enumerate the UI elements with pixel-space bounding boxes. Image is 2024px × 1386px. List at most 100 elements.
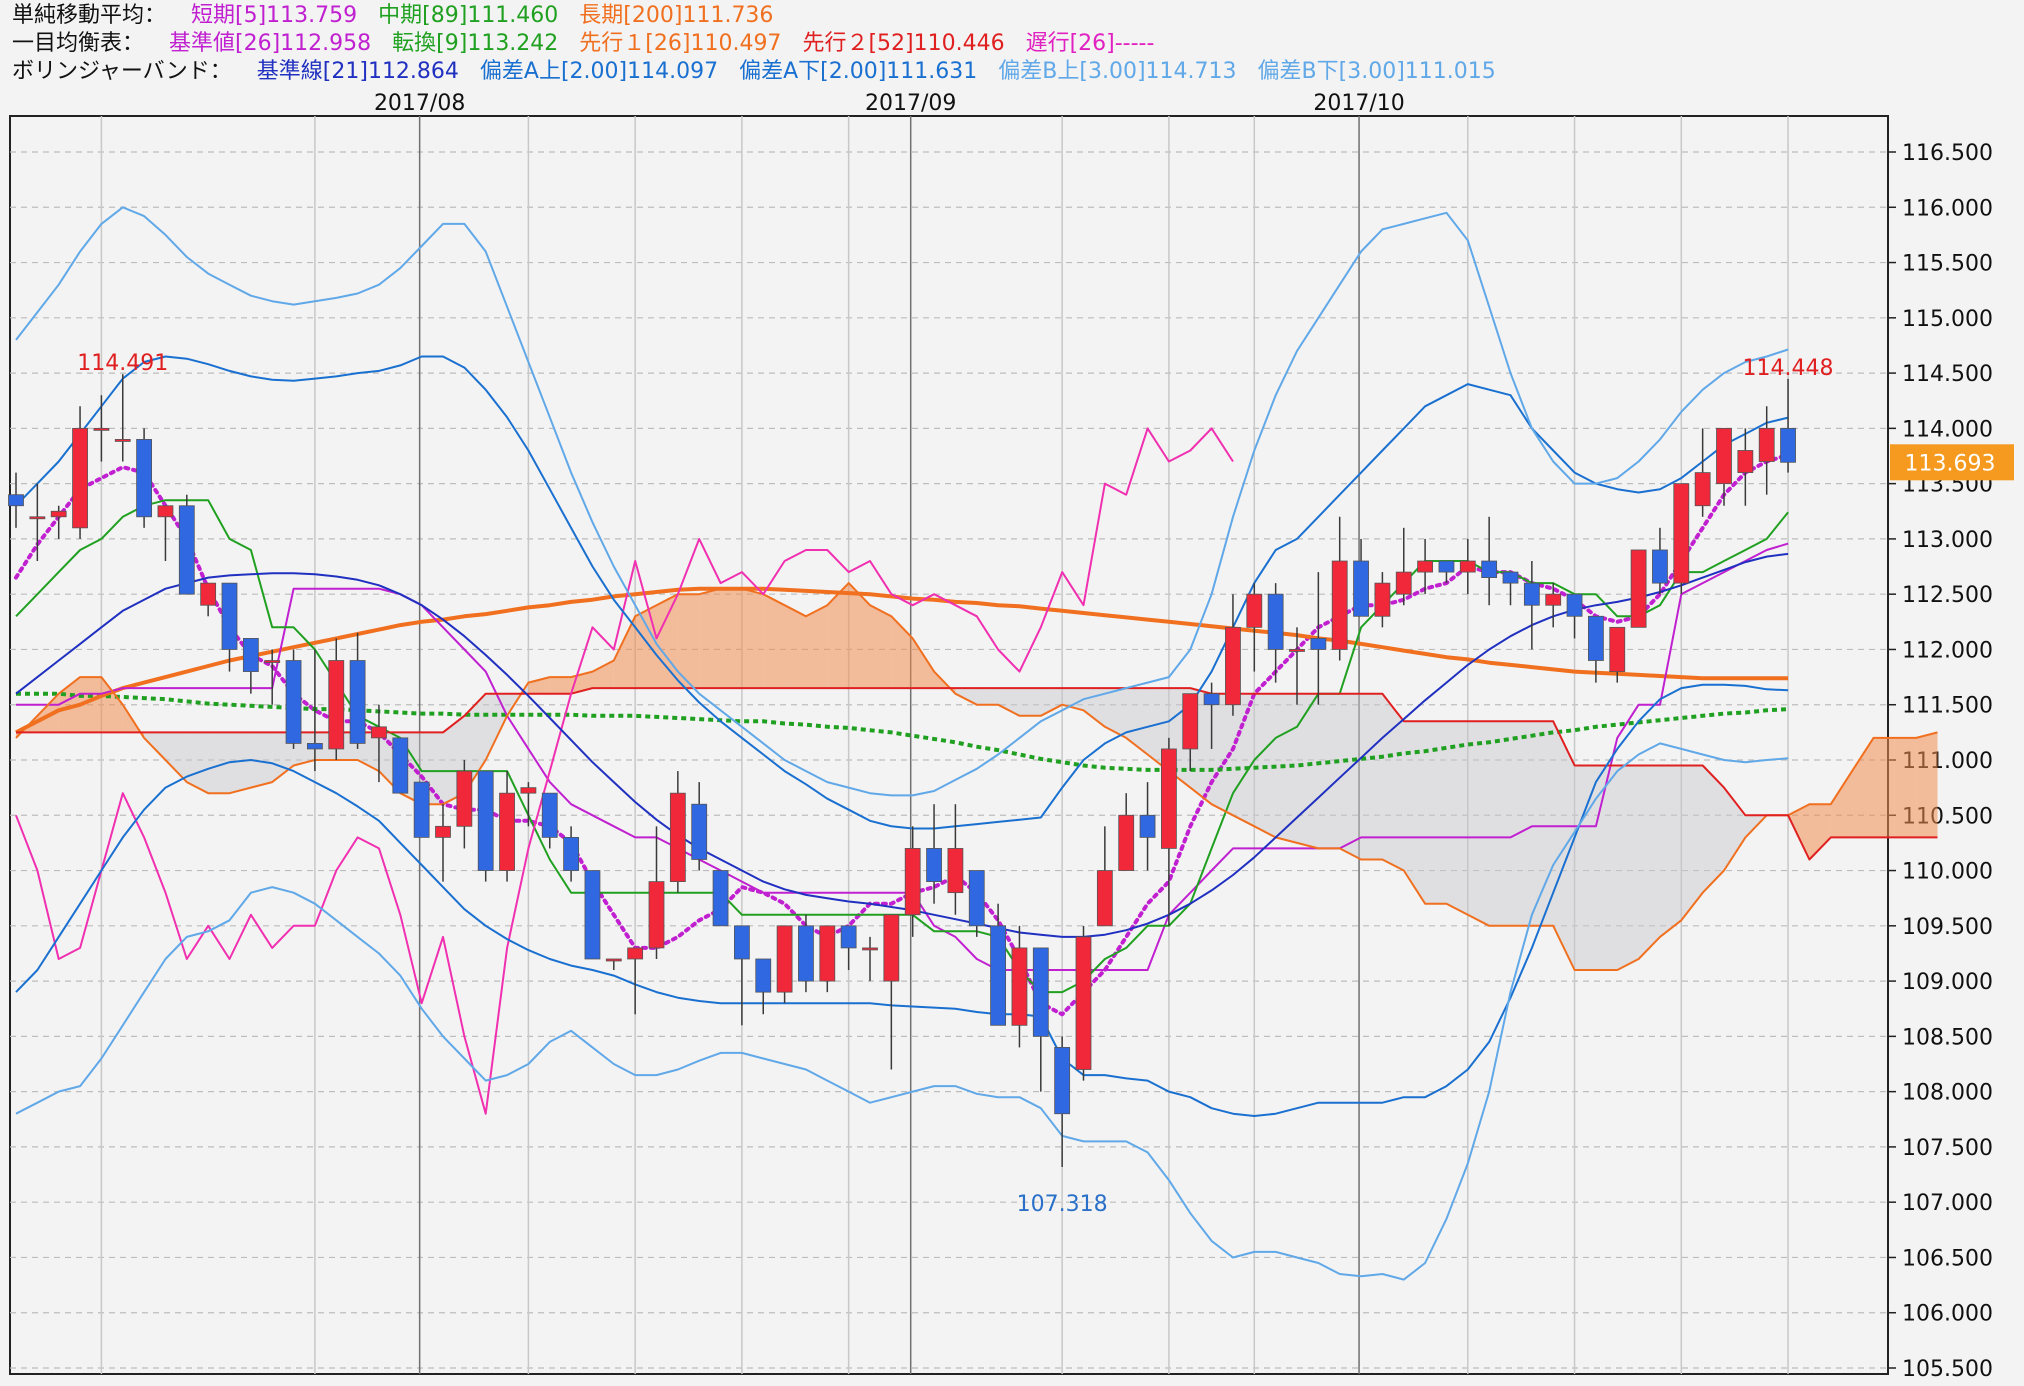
y-tick-label: 107.500 (1902, 1136, 1993, 1161)
candle-body (541, 792, 558, 838)
ichimoku-cloud-segment (1531, 721, 1554, 926)
candle-body (947, 848, 964, 894)
candle-body (413, 781, 430, 838)
ichimoku-cloud-segment (1040, 688, 1063, 716)
candle-body (157, 505, 174, 518)
candle-body (990, 925, 1006, 1026)
candle-body (605, 958, 622, 962)
candle-body (520, 787, 537, 794)
candle-body (1566, 593, 1583, 617)
candle-body (1161, 748, 1177, 849)
candle-body (1502, 571, 1519, 584)
bollinger-b-lower-legend: 偏差B下[3.00]111.015 (1257, 59, 1496, 84)
candle-body (584, 870, 601, 960)
ichimoku-legend-label: 一目均衡表： (12, 31, 145, 56)
candle-body (1331, 560, 1348, 650)
ichimoku-cloud-segment (250, 732, 273, 788)
series-line (15, 552, 1789, 938)
sma-long-legend: 長期[200]111.736 (579, 3, 774, 28)
ichimoku-cloud-segment (1297, 693, 1319, 849)
candle-body (1011, 947, 1028, 1026)
candle-body (1588, 615, 1604, 661)
series-line (15, 742, 1789, 1281)
ichimoku-cloud-segment (1830, 771, 1853, 838)
ichimoku-cloud-segment (1681, 765, 1703, 921)
month-label: 2017/09 (865, 91, 956, 116)
y-tick-label: 110.000 (1902, 860, 1993, 885)
candle-body (178, 505, 195, 595)
y-tick-label: 105.500 (1902, 1357, 1993, 1382)
candle-body (1737, 450, 1754, 473)
candle-body (499, 792, 515, 871)
series-line (15, 355, 1789, 830)
candle-body (1545, 593, 1562, 606)
candle-body (648, 881, 665, 949)
candle-body (477, 770, 494, 871)
ichimoku-cloud-segment (1873, 737, 1895, 838)
candle-body (1118, 814, 1135, 871)
ichimoku-legend-row: 一目均衡表： 基準値[26]112.958 転換[9]113.242 先行１[2… (12, 30, 1168, 58)
ichimoku-cloud-segment (720, 588, 742, 689)
ichimoku-cloud-segment (998, 688, 1020, 716)
candle-body (29, 516, 46, 520)
ichimoku-cloud-segment (1019, 688, 1041, 716)
candle-body (435, 825, 451, 838)
ichimoku-cloud-segment (656, 594, 678, 689)
y-tick-label: 108.500 (1902, 1025, 1993, 1050)
ichimoku-cloud-segment (1318, 693, 1340, 849)
candle-body (1139, 814, 1156, 838)
ichimoku-cloud-segment (870, 605, 892, 689)
ichimoku-senkou2-legend: 先行２[52]110.446 (802, 31, 1005, 56)
ichimoku-cloud-segment (208, 732, 230, 794)
candle-body (136, 439, 153, 518)
ichimoku-cloud-segment (677, 594, 700, 689)
ichimoku-cloud-segment (165, 732, 187, 783)
ichimoku-cloud-segment (613, 616, 636, 689)
candle-body (371, 726, 387, 739)
bollinger-a-upper-legend: 偏差A上[2.00]114.097 (479, 59, 719, 84)
candle-body (200, 582, 217, 606)
series-line (16, 542, 1789, 971)
y-tick-label: 107.000 (1902, 1191, 1993, 1216)
candle-body (691, 803, 708, 860)
series-line (15, 683, 1789, 1117)
series-line (15, 586, 1789, 735)
candle-body (1523, 582, 1540, 606)
candle-body (1630, 549, 1647, 628)
ichimoku-cloud-segment (1617, 765, 1639, 971)
candle-body (221, 582, 238, 650)
ichimoku-cloud-segment (549, 677, 572, 694)
price-chart[interactable]: 105.500 106.000 106.500 107.000 107.500 108.0… (0, 86, 2024, 1386)
candle-body (72, 427, 88, 529)
month-label: 2017/10 (1313, 91, 1404, 116)
ichimoku-cloud-segment (784, 605, 806, 689)
candle-body (627, 947, 644, 960)
ichimoku-cloud-segment (827, 583, 849, 689)
ichimoku-cloud-segment (1104, 688, 1127, 738)
sma-legend-row: 単純移動平均： 短期[5]113.759 中期[89]111.460 長期[20… (12, 2, 787, 30)
candle-body (1353, 560, 1369, 617)
candle-body (1310, 638, 1327, 650)
ichimoku-cloud-segment (37, 693, 59, 733)
bollinger-mid-legend: 基準線[21]112.864 (256, 59, 459, 84)
bollinger-legend-row: ボリンジャーバンド： 基準線[21]112.864 偏差A上[2.00]114.… (12, 58, 1510, 86)
ichimoku-cloud-segment (848, 583, 870, 689)
ichimoku-cloud-segment (229, 732, 251, 794)
y-tick-label: 109.000 (1902, 970, 1993, 995)
candle-body (1609, 626, 1626, 672)
candle-body (1438, 560, 1455, 573)
candle-body (1417, 560, 1433, 573)
candle-body (926, 848, 942, 882)
ichimoku-cloud-segment (1211, 693, 1233, 816)
candle-body (349, 660, 366, 744)
ichimoku-cloud-segment (1126, 688, 1148, 755)
candle-body (755, 958, 772, 993)
candle-body (93, 427, 110, 431)
candle-body (1096, 870, 1113, 927)
candle-body (1780, 427, 1796, 463)
ichimoku-cloud-segment (1361, 693, 1383, 860)
candle-body (1054, 1047, 1071, 1115)
ichimoku-cloud-segment (763, 594, 785, 689)
indicator-header: 単純移動平均： 短期[5]113.759 中期[89]111.460 長期[20… (0, 0, 2024, 86)
last-price-badge (1890, 444, 2014, 481)
